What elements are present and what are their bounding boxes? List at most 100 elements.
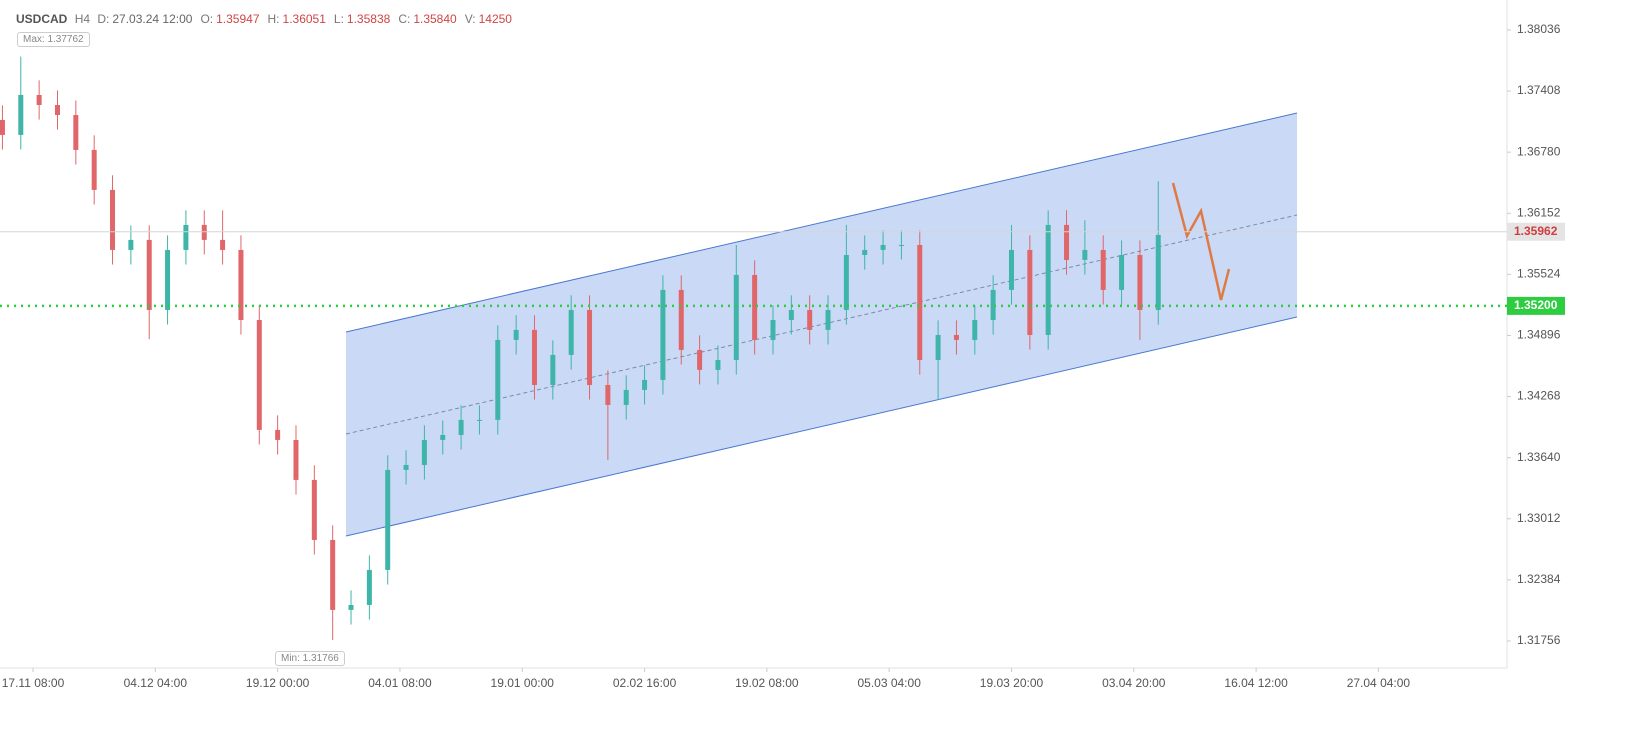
candle-body — [880, 244, 886, 250]
info-value: 27.03.24 12:00 — [112, 12, 193, 26]
candle-body — [953, 334, 959, 340]
info-value: 14250 — [478, 12, 512, 26]
candle-body — [770, 319, 776, 340]
candle-body — [238, 249, 244, 320]
candle-body — [91, 149, 97, 190]
candle-body — [715, 359, 721, 370]
candle-body — [36, 94, 42, 105]
candle-body — [623, 389, 629, 405]
candle-body — [73, 114, 79, 150]
candle-body — [495, 339, 501, 420]
candle-body — [733, 274, 739, 360]
x-tick-label: 27.04 04:00 — [1347, 676, 1411, 690]
candle-body — [440, 434, 446, 440]
y-tick-label: 1.37408 — [1517, 83, 1561, 97]
candle-body — [183, 224, 189, 250]
info-label: C: — [398, 12, 411, 26]
candle-body — [385, 469, 391, 570]
x-tick-label: 16.04 12:00 — [1224, 676, 1288, 690]
min-label: Min: 1.31766 — [275, 651, 345, 666]
candle-body — [990, 289, 996, 320]
candle-body — [642, 379, 648, 390]
y-tick-label: 1.31756 — [1517, 633, 1561, 647]
candle-body — [458, 419, 464, 435]
candle-body — [0, 119, 5, 135]
candle-body — [807, 309, 813, 330]
x-tick-label: 19.12 00:00 — [246, 676, 310, 690]
candle-body — [587, 309, 593, 385]
y-tick-label: 1.36152 — [1517, 205, 1561, 219]
candle-body — [1082, 249, 1088, 260]
candle-body — [531, 329, 537, 385]
candle-body — [843, 254, 849, 310]
channel-fill — [346, 113, 1297, 536]
x-tick-label: 04.12 04:00 — [124, 676, 188, 690]
candle-body — [1027, 249, 1033, 335]
candle-body — [201, 224, 207, 240]
candle-body — [1064, 224, 1070, 260]
info-label: L: — [333, 12, 344, 26]
candle-body — [220, 239, 226, 250]
header: USDCAD H4 D: 27.03.24 12:00 O: 1.35947 H: 1.3… — [16, 12, 520, 26]
y-tick-label: 1.33640 — [1517, 450, 1561, 464]
x-tick-label: 19.01 00:00 — [491, 676, 555, 690]
candle-body — [110, 189, 116, 250]
candle-body — [898, 244, 904, 246]
candle-body — [293, 439, 299, 480]
candle-body — [568, 309, 574, 355]
candle-body — [660, 289, 666, 380]
candle-body — [421, 439, 427, 465]
info-label: V: — [464, 12, 476, 26]
x-tick-label: 19.03 20:00 — [980, 676, 1044, 690]
candle-body — [935, 334, 941, 360]
info-value: 1.36051 — [282, 12, 326, 26]
candle-body — [54, 104, 60, 115]
x-tick-label: 02.02 16:00 — [613, 676, 677, 690]
max-label: Max: 1.37762 — [17, 32, 90, 47]
candle-body — [1045, 224, 1051, 335]
x-tick-label: 19.02 08:00 — [735, 676, 799, 690]
timeframe: H4 — [74, 12, 91, 26]
info-label: D: — [97, 12, 110, 26]
candle-body — [1137, 254, 1143, 310]
y-tick-label: 1.36780 — [1517, 144, 1561, 158]
x-tick-label: 17.11 08:00 — [2, 676, 65, 690]
candle-body — [1008, 249, 1014, 290]
y-tick-label: 1.38036 — [1517, 22, 1561, 36]
price-tag-label: 1.35962 — [1514, 224, 1558, 238]
candle-body — [1100, 249, 1106, 290]
candle-body — [1119, 254, 1125, 290]
info-value: 1.35840 — [413, 12, 457, 26]
level-tag-label: 1.35200 — [1514, 298, 1558, 312]
arrow-drawing — [1171, 182, 1231, 301]
info-value: 1.35838 — [346, 12, 391, 26]
candle-body — [678, 289, 684, 350]
candle-body — [18, 94, 24, 135]
candle-body — [146, 239, 152, 310]
level-tag — [1507, 296, 1565, 315]
info-value: 1.35947 — [216, 12, 260, 26]
y-tick-label: 1.34896 — [1517, 328, 1561, 342]
info-label: O: — [200, 12, 214, 26]
candle-body — [513, 329, 519, 340]
candle-body — [256, 319, 262, 430]
channel-mid — [345, 214, 1298, 435]
y-tick-label: 1.35524 — [1517, 267, 1561, 281]
candle-body — [330, 539, 336, 610]
channel-lower — [345, 316, 1298, 537]
candle-body — [605, 384, 611, 405]
candle-body — [476, 419, 482, 421]
y-tick-label: 1.32384 — [1517, 572, 1561, 586]
symbol: USDCAD — [16, 12, 68, 26]
x-tick-label: 03.04 20:00 — [1102, 676, 1166, 690]
candle-body — [550, 354, 556, 385]
y-tick-label: 1.33012 — [1517, 511, 1561, 525]
candle-body — [825, 309, 831, 330]
y-tick-label: 1.34268 — [1517, 389, 1561, 403]
candle-body — [752, 274, 758, 340]
price-tag — [1507, 222, 1565, 241]
candle-body — [972, 319, 978, 340]
candle-body — [697, 349, 703, 370]
